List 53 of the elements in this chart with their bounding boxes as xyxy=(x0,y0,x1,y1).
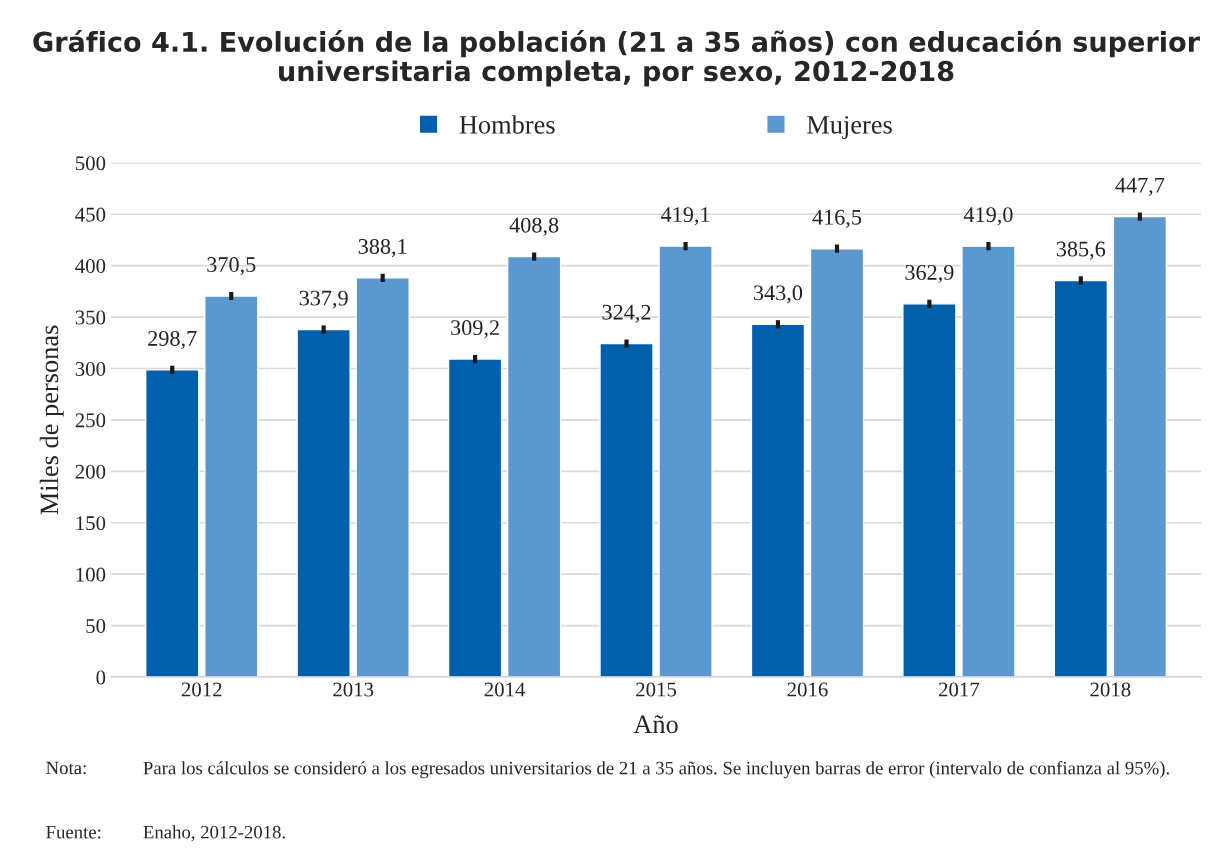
bar xyxy=(902,303,957,678)
bar xyxy=(1112,215,1168,678)
text: Fuente: Enaho, 2012-2018. xyxy=(46,825,285,842)
bar xyxy=(1053,279,1109,678)
data-label: 362,9 xyxy=(905,264,954,284)
y-tick-label: 400 xyxy=(75,259,106,274)
bar xyxy=(447,358,503,678)
bar xyxy=(750,323,806,678)
bar xyxy=(145,369,200,678)
y-tick-label: 350 xyxy=(75,310,106,325)
y-tick-label: 300 xyxy=(75,361,106,376)
data-label: 388,1 xyxy=(358,238,407,258)
bar xyxy=(506,255,562,678)
data-label: 408,8 xyxy=(509,217,559,236)
data-label: 309,2 xyxy=(451,320,499,339)
legend-label: Hombres xyxy=(459,115,555,134)
data-label: 385,6 xyxy=(1056,241,1106,260)
y-tick-label: 0 xyxy=(96,670,106,685)
x-axis-title: Año xyxy=(633,715,678,734)
bar xyxy=(204,295,259,678)
x-tick-label: 2018 xyxy=(1090,682,1131,697)
data-label: 324,2 xyxy=(602,304,651,323)
data-label: 447,7 xyxy=(1115,177,1165,196)
data-label: 419,0 xyxy=(963,207,1013,226)
y-tick-label: 200 xyxy=(75,464,106,479)
y-tick-label: 450 xyxy=(75,207,106,222)
x-tick-label: 2016 xyxy=(787,682,828,697)
bar xyxy=(658,245,713,678)
y-axis-title: Miles de personas xyxy=(39,325,64,515)
bar xyxy=(599,342,654,678)
x-tick-label: 2012 xyxy=(181,682,222,697)
bar xyxy=(355,277,410,678)
y-tick-label: 150 xyxy=(76,516,106,531)
bar xyxy=(809,248,865,678)
x-tick-label: 2015 xyxy=(636,682,677,697)
data-label: 298,7 xyxy=(148,330,197,350)
bar xyxy=(961,245,1016,678)
legend-label: Mujeres xyxy=(807,115,892,140)
data-label: 419,1 xyxy=(661,207,710,226)
data-label: 343,0 xyxy=(754,285,803,304)
x-tick-label: 2014 xyxy=(484,682,526,697)
text: Nota: Para los cálculos se consideró a los egresados universitarios de 21 a 35 años. Se incluyen barras de error (intervalo de confianza al 95%). xyxy=(46,761,1169,779)
chart-title: Gráfico 4.1. Evolución de la población (21 a 35 años) con educación superior universitaria completa, por sexo, 2012-2018 xyxy=(33,30,1200,87)
bar xyxy=(296,328,351,678)
data-label: 370,5 xyxy=(207,257,256,276)
data-label: 416,5 xyxy=(812,209,862,228)
y-tick-label: 250 xyxy=(75,413,106,428)
y-tick-label: 50 xyxy=(86,618,106,634)
y-tick-label: 500 xyxy=(75,156,106,171)
x-tick-label: 2017 xyxy=(938,682,980,697)
data-label: 337,9 xyxy=(299,290,348,309)
y-tick-label: 100 xyxy=(76,567,106,582)
x-tick-label: 2013 xyxy=(333,682,374,697)
